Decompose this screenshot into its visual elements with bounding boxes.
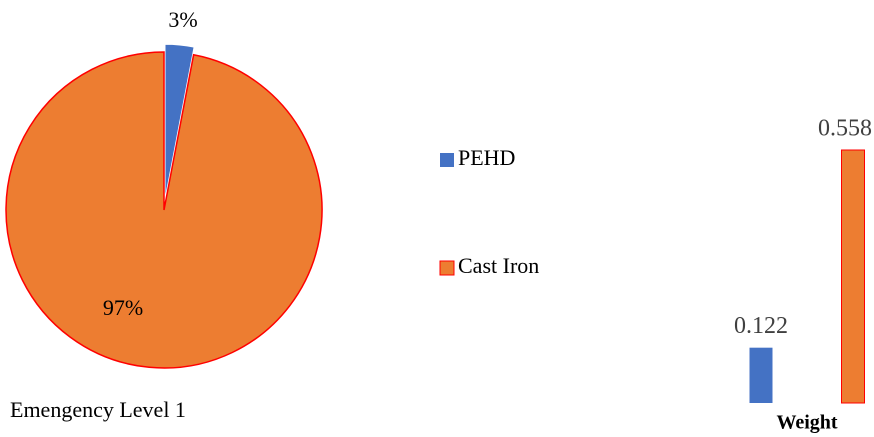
data-label: 97% [103,295,143,320]
legend-label: PEHD [458,145,515,170]
x-tick-label: Weight [776,412,837,434]
legend-label: Cast Iron [458,253,539,278]
pie-slice [164,43,196,203]
data-label: 0.558 [818,116,872,142]
legend-swatch [440,153,454,167]
bar [841,149,865,404]
data-label: 0.122 [734,313,788,339]
data-label: 3% [168,7,197,32]
legend-swatch [439,260,455,276]
chart-title: Emengency Level 1 [10,397,186,422]
pie-slice [5,51,323,369]
bar [749,347,773,403]
